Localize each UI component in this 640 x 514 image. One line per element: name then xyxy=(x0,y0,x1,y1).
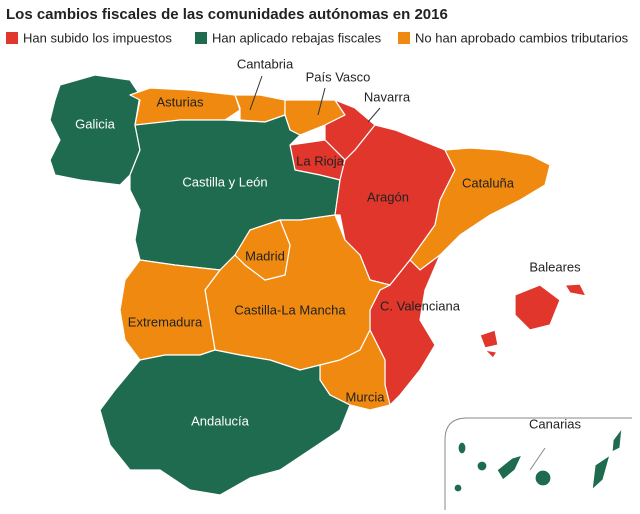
leader-line xyxy=(367,107,381,123)
region-label: Murcia xyxy=(345,389,385,404)
island xyxy=(453,483,463,493)
leader-line xyxy=(249,75,263,111)
region-label: Madrid xyxy=(245,248,285,263)
island xyxy=(534,469,552,487)
region-label: Galicia xyxy=(75,116,116,131)
region-label: País Vasco xyxy=(306,69,371,84)
island xyxy=(591,454,611,491)
leader-line xyxy=(317,87,326,116)
legend-label: Han subido los impuestos xyxy=(23,30,172,45)
region-madrid xyxy=(234,219,291,281)
legend: Han subido los impuestos Han aplicado reb… xyxy=(6,30,629,45)
region-cataluna xyxy=(409,147,551,271)
region-andalucia xyxy=(99,349,351,496)
island xyxy=(611,427,623,453)
legend-swatch xyxy=(195,32,207,44)
inset-divider xyxy=(529,447,546,471)
regions xyxy=(49,74,587,496)
island-mallorca xyxy=(514,284,561,331)
legend-label: No han aprobado cambios tributarios xyxy=(415,30,629,45)
region-label: Asturias xyxy=(157,94,204,109)
island-ibiza xyxy=(479,329,499,349)
island xyxy=(476,460,488,472)
region-galicia xyxy=(49,74,141,186)
legend-label: Han aplicado rebajas fiscales xyxy=(212,30,382,45)
region-extremadura xyxy=(119,259,221,361)
island-formentera xyxy=(484,349,498,359)
region-label: Canarias xyxy=(529,416,582,431)
region-label: Extremadura xyxy=(128,314,203,329)
region-label: La Rioja xyxy=(296,153,344,168)
region-label: Castilla y León xyxy=(182,174,267,189)
legend-swatch xyxy=(6,32,18,44)
region-label: Cataluña xyxy=(462,175,515,190)
island xyxy=(496,454,523,481)
region-label: Castilla-La Mancha xyxy=(234,302,346,317)
region-label: Navarra xyxy=(364,89,411,104)
region-label: Baleares xyxy=(529,259,581,274)
inset-frame xyxy=(444,417,632,510)
region-label: Aragón xyxy=(367,189,409,204)
island xyxy=(457,441,467,455)
region-label: C. Valenciana xyxy=(380,298,461,313)
legend-swatch xyxy=(398,32,410,44)
island-menorca xyxy=(564,283,587,297)
title: Los cambios fiscales de las comunidades … xyxy=(6,6,448,23)
region-label: Cantabria xyxy=(237,56,294,71)
region-label: Andalucía xyxy=(191,413,250,428)
canarias-islands xyxy=(453,427,623,493)
